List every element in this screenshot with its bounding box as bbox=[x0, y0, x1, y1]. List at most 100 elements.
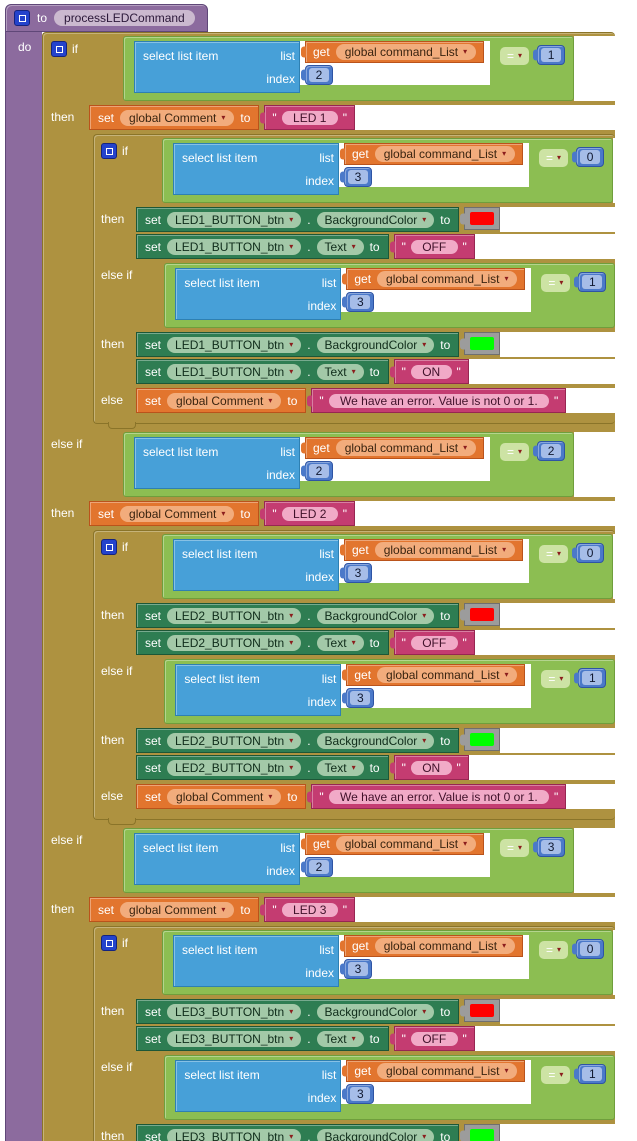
procedure-block[interactable]: to processLEDCommand do if select list i… bbox=[5, 4, 616, 1141]
get-variable-block[interactable]: get global command_List ▾ bbox=[344, 143, 524, 165]
select-list-item-body[interactable]: select list item list index bbox=[134, 41, 300, 93]
component-setter-block[interactable]: set LED1_BUTTON_btn ▾ . BackgroundColor ▾ … bbox=[136, 332, 460, 357]
string-value[interactable]: LED 2 bbox=[281, 506, 338, 521]
set-variable-block[interactable]: set global Comment ▾ to bbox=[136, 784, 307, 809]
string-value[interactable]: LED 1 bbox=[281, 110, 338, 125]
get-variable-block[interactable]: get global command_List ▾ bbox=[344, 935, 524, 957]
color-block[interactable] bbox=[464, 999, 501, 1022]
property-dropdown[interactable]: Text ▾ bbox=[316, 1030, 364, 1047]
property-dropdown[interactable]: BackgroundColor ▾ bbox=[316, 732, 435, 749]
component-setter-block[interactable]: set LED3_BUTTON_btn ▾ . BackgroundColor ▾ … bbox=[136, 1124, 460, 1141]
number-value[interactable]: 3 bbox=[350, 691, 371, 705]
number-block[interactable]: 0 bbox=[576, 939, 605, 959]
variable-dropdown[interactable]: global command_List ▾ bbox=[377, 667, 518, 683]
string-value[interactable]: ON bbox=[410, 364, 452, 379]
number-block[interactable]: 0 bbox=[576, 543, 605, 563]
text-string-block[interactable]: " LED 2 " bbox=[264, 501, 355, 526]
logic-compare-block[interactable]: select list item list index get global co… bbox=[164, 1055, 616, 1120]
select-list-item-body[interactable]: select list item list index bbox=[175, 664, 342, 716]
number-block[interactable]: 3 bbox=[346, 688, 375, 708]
select-list-item-body[interactable]: select list item list index bbox=[173, 143, 339, 195]
select-list-item-body[interactable]: select list item list index bbox=[173, 539, 339, 591]
logic-compare-block[interactable]: select list item list index get global co… bbox=[164, 659, 616, 724]
text-string-block[interactable]: " We have an error. Value is not 0 or 1.… bbox=[311, 388, 567, 413]
variable-dropdown[interactable]: global command_List ▾ bbox=[374, 938, 516, 954]
property-dropdown[interactable]: BackgroundColor ▾ bbox=[316, 1128, 435, 1141]
property-dropdown[interactable]: Text ▾ bbox=[316, 238, 364, 255]
variable-dropdown[interactable]: global command_List ▾ bbox=[335, 44, 477, 60]
variable-dropdown[interactable]: global Comment ▾ bbox=[167, 788, 282, 805]
color-block[interactable] bbox=[464, 1124, 501, 1141]
equals-dropdown[interactable]: = ▾ bbox=[541, 274, 571, 292]
get-variable-block[interactable]: get global command_List ▾ bbox=[346, 268, 526, 290]
variable-dropdown[interactable]: global Comment ▾ bbox=[120, 109, 235, 126]
number-value[interactable]: 0 bbox=[580, 546, 601, 560]
if-block-outer[interactable]: if select list item list index get global… bbox=[42, 32, 616, 1141]
procedure-name-field[interactable]: processLEDCommand bbox=[54, 10, 195, 26]
select-list-item-body[interactable]: select list item list index bbox=[175, 268, 342, 320]
select-list-item-block[interactable]: select list item list index get global co… bbox=[134, 41, 490, 93]
component-dropdown[interactable]: LED3_BUTTON_btn ▾ bbox=[167, 1128, 302, 1141]
number-block[interactable]: 1 bbox=[537, 45, 566, 65]
property-dropdown[interactable]: BackgroundColor ▾ bbox=[316, 607, 435, 624]
mutator-icon[interactable] bbox=[14, 10, 30, 26]
equals-dropdown[interactable]: = ▾ bbox=[539, 941, 569, 959]
set-variable-block[interactable]: set global Comment ▾ to bbox=[89, 501, 260, 526]
number-block[interactable]: 3 bbox=[344, 167, 372, 187]
number-block[interactable]: 3 bbox=[537, 837, 566, 857]
number-block[interactable]: 3 bbox=[346, 1084, 375, 1104]
text-string-block[interactable]: " ON " bbox=[393, 755, 469, 780]
set-variable-block[interactable]: set global Comment ▾ to bbox=[136, 388, 307, 413]
number-value[interactable]: 3 bbox=[348, 962, 368, 976]
component-setter-block[interactable]: set LED1_BUTTON_btn ▾ . Text ▾ to bbox=[136, 359, 389, 384]
logic-compare-block[interactable]: select list item list index get global co… bbox=[123, 828, 575, 893]
number-value[interactable]: 0 bbox=[580, 150, 601, 164]
number-value[interactable]: 3 bbox=[348, 566, 368, 580]
string-value[interactable]: We have an error. Value is not 0 or 1. bbox=[328, 789, 550, 804]
number-value[interactable]: 3 bbox=[541, 840, 562, 854]
number-block[interactable]: 0 bbox=[576, 147, 605, 167]
number-block[interactable]: 2 bbox=[305, 65, 333, 85]
color-block[interactable] bbox=[464, 603, 501, 626]
component-dropdown[interactable]: LED1_BUTTON_btn ▾ bbox=[167, 238, 302, 255]
procedure-header[interactable]: to processLEDCommand bbox=[5, 4, 208, 32]
set-variable-block[interactable]: set global Comment ▾ to bbox=[89, 897, 260, 922]
component-dropdown[interactable]: LED1_BUTTON_btn ▾ bbox=[167, 336, 302, 353]
component-setter-block[interactable]: set LED1_BUTTON_btn ▾ . Text ▾ to bbox=[136, 234, 389, 259]
mutator-icon[interactable] bbox=[51, 41, 67, 57]
if-block-nested[interactable]: if select list item list index bbox=[93, 530, 616, 825]
component-dropdown[interactable]: LED1_BUTTON_btn ▾ bbox=[167, 211, 302, 228]
component-setter-block[interactable]: set LED2_BUTTON_btn ▾ . Text ▾ to bbox=[136, 630, 389, 655]
number-value[interactable]: 3 bbox=[350, 295, 371, 309]
select-list-item-block[interactable]: select list item list index get global co… bbox=[173, 935, 529, 987]
string-value[interactable]: OFF bbox=[410, 239, 458, 254]
variable-dropdown[interactable]: global Comment ▾ bbox=[120, 505, 235, 522]
variable-dropdown[interactable]: global Comment ▾ bbox=[167, 392, 282, 409]
select-list-item-block[interactable]: select list item list index get global co… bbox=[173, 143, 529, 195]
number-block[interactable]: 1 bbox=[578, 1064, 607, 1084]
logic-compare-block[interactable]: select list item list index get global co… bbox=[123, 36, 575, 101]
component-dropdown[interactable]: LED3_BUTTON_btn ▾ bbox=[167, 1030, 302, 1047]
logic-compare-block[interactable]: select list item list index get global co… bbox=[164, 263, 616, 328]
string-value[interactable]: OFF bbox=[410, 635, 458, 650]
component-setter-block[interactable]: set LED2_BUTTON_btn ▾ . BackgroundColor ▾ … bbox=[136, 603, 460, 628]
text-string-block[interactable]: " ON " bbox=[393, 359, 469, 384]
variable-dropdown[interactable]: global command_List ▾ bbox=[335, 440, 477, 456]
number-value[interactable]: 1 bbox=[541, 48, 562, 62]
number-value[interactable]: 2 bbox=[541, 444, 562, 458]
select-list-item-block[interactable]: select list item list index get global co… bbox=[173, 539, 529, 591]
mutator-icon[interactable] bbox=[101, 539, 117, 555]
text-string-block[interactable]: " LED 3 " bbox=[264, 897, 355, 922]
property-dropdown[interactable]: Text ▾ bbox=[316, 363, 364, 380]
number-block[interactable]: 1 bbox=[578, 668, 607, 688]
string-value[interactable]: ON bbox=[410, 760, 452, 775]
equals-dropdown[interactable]: = ▾ bbox=[500, 839, 530, 857]
component-dropdown[interactable]: LED3_BUTTON_btn ▾ bbox=[167, 1003, 302, 1020]
logic-compare-block[interactable]: select list item list index get global co… bbox=[162, 534, 614, 599]
select-list-item-block[interactable]: select list item list index get global co… bbox=[134, 437, 490, 489]
variable-dropdown[interactable]: global command_List ▾ bbox=[377, 271, 518, 287]
mutator-icon[interactable] bbox=[101, 935, 117, 951]
select-list-item-body[interactable]: select list item list index bbox=[134, 437, 300, 489]
component-dropdown[interactable]: LED2_BUTTON_btn ▾ bbox=[167, 759, 302, 776]
equals-dropdown[interactable]: = ▾ bbox=[539, 149, 569, 167]
